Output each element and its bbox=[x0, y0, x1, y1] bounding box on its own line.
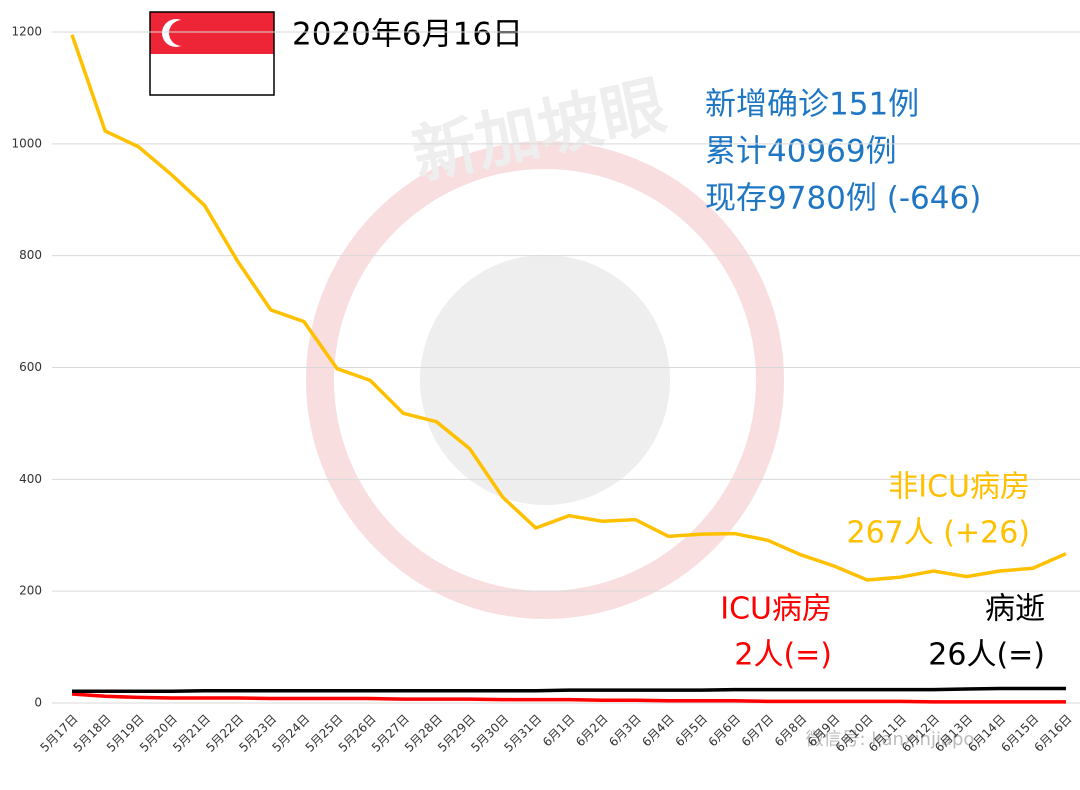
x-tick-label: 6月6日 bbox=[706, 712, 744, 750]
x-tick-label: 6月1日 bbox=[540, 712, 578, 750]
flag-moon-cut bbox=[169, 20, 195, 46]
y-tick-label: 200 bbox=[19, 584, 42, 598]
y-tick-label: 600 bbox=[19, 360, 42, 374]
series-line bbox=[70, 34, 1067, 582]
stat-text: 累计40969例 bbox=[705, 134, 897, 170]
y-tick-label: 400 bbox=[19, 472, 42, 486]
watermark-ring bbox=[306, 141, 784, 619]
x-tick-label: 6月2日 bbox=[573, 712, 611, 750]
stat-text: 新增确诊151例 bbox=[705, 87, 919, 123]
x-tick-label: 6月5日 bbox=[672, 712, 710, 750]
y-tick-label: 0 bbox=[34, 696, 42, 710]
stat-text: 现存9780例 (-646) bbox=[705, 181, 981, 217]
x-tick-label: 6月8日 bbox=[772, 712, 810, 750]
watermark-disc bbox=[420, 255, 670, 505]
y-tick-label: 800 bbox=[19, 248, 42, 262]
x-tick-label: 6月7日 bbox=[739, 712, 777, 750]
series-note: 26人(=) bbox=[928, 638, 1045, 673]
wechat-watermark: 微信号: kanxinjiapo bbox=[806, 729, 975, 750]
series-label: ICU病房 bbox=[720, 592, 832, 627]
series-line bbox=[72, 686, 1066, 694]
x-tick-label: 6月4日 bbox=[639, 712, 677, 750]
series-line bbox=[71, 692, 1066, 704]
series-label: 非ICU病房 bbox=[888, 470, 1030, 505]
chart-title: 2020年6月16日 bbox=[292, 17, 523, 53]
series-label: 病逝 bbox=[985, 592, 1045, 627]
series-note: 2人(=) bbox=[734, 638, 832, 673]
y-tick-label: 1000 bbox=[11, 136, 42, 150]
flag-border bbox=[149, 11, 275, 96]
series-note: 267人 (+26) bbox=[846, 516, 1030, 551]
flag-white bbox=[150, 54, 274, 95]
y-tick-label: 1200 bbox=[11, 25, 42, 39]
x-tick-label: 6月3日 bbox=[606, 712, 644, 750]
